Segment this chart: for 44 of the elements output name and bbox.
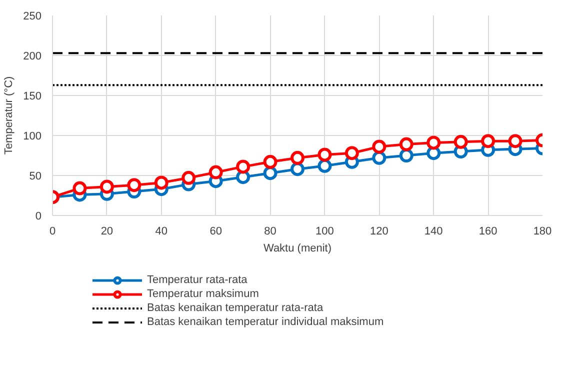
legend-label: Batas kenaikan temperatur individual maksimum [147, 315, 384, 329]
legend-label: Temperatur rata-rata [147, 273, 248, 287]
x-tick-label: 160 [478, 226, 498, 238]
point [263, 154, 278, 169]
x-tick-label: 140 [424, 226, 443, 238]
legend-label: Batas kenaikan temperatur rata-rata [147, 301, 324, 315]
point [236, 160, 250, 174]
x-tick-label: 80 [264, 226, 276, 238]
point [372, 150, 386, 165]
x-tick-label: 180 [533, 226, 552, 238]
point [454, 134, 468, 149]
y-tick-label: 100 [23, 130, 42, 142]
point [481, 134, 496, 148]
point [344, 146, 359, 160]
point [318, 148, 332, 162]
point [426, 136, 441, 150]
point [399, 137, 414, 152]
legend-label: Temperatur maksimum [147, 287, 259, 301]
x-tick-label: 20 [100, 226, 114, 238]
y-tick-label: 250 [23, 10, 42, 22]
point [72, 181, 87, 196]
point [318, 158, 332, 173]
y-axis-title: Temperatur (°C) [3, 76, 16, 155]
point [208, 165, 223, 180]
x-tick-label: 60 [210, 226, 222, 238]
y-tick-label: 0 [35, 210, 42, 222]
y-tick-label: 50 [29, 170, 42, 182]
x-axis-title: Waktu (menit) [263, 242, 332, 254]
x-tick-label: 120 [370, 226, 388, 238]
x-tick-label: 40 [155, 226, 168, 238]
y-tick-label: 150 [23, 90, 42, 102]
point [290, 162, 304, 176]
point [100, 180, 114, 194]
x-tick-label: 100 [316, 226, 334, 238]
point [263, 166, 278, 180]
point [399, 148, 414, 162]
point [508, 134, 522, 148]
y-tick-label: 200 [23, 50, 42, 62]
x-tick-label: 0 [49, 226, 56, 238]
point [372, 140, 386, 154]
point [127, 178, 142, 192]
point [154, 176, 168, 190]
point [290, 150, 304, 165]
point [182, 170, 196, 185]
